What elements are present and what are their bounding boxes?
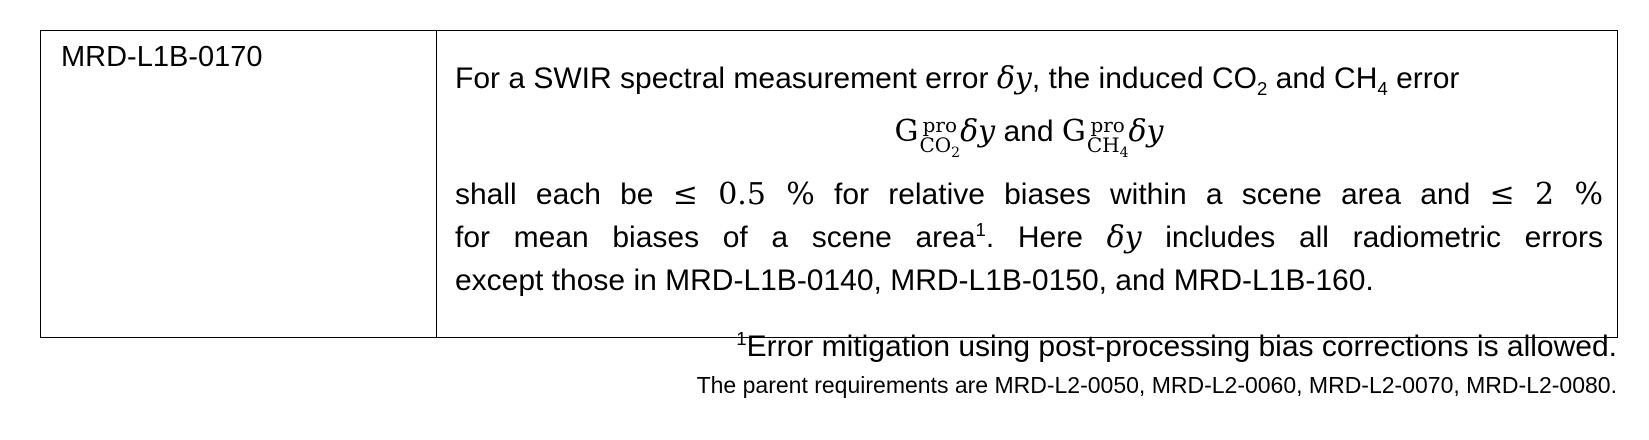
- text-segment: , the induced CO: [1031, 62, 1257, 95]
- text-segment: shall each be: [455, 178, 673, 212]
- footnote-marker: 1: [736, 328, 747, 349]
- text-segment: and: [995, 115, 1062, 148]
- requirement-text-cell: For a SWIR spectral measurement error δy…: [437, 31, 1617, 337]
- parent-requirements-note: The parent requirements are MRD-L2-0050,…: [696, 372, 1617, 398]
- text-segment: . Here: [985, 221, 1107, 255]
- subscript: 2: [1256, 78, 1268, 99]
- superscript: pro: [922, 113, 957, 138]
- delta-y-symbol: δy: [1106, 220, 1142, 256]
- requirement-line-4: for mean biases of a scene area1. Here δ…: [455, 216, 1603, 259]
- requirement-line-3: shall each be ≤ 0.5 % for relative biase…: [455, 173, 1603, 216]
- requirement-table: MRD-L1B-0170 For a SWIR spectral measure…: [40, 30, 1618, 338]
- text-segment: includes all radiometric errors: [1141, 221, 1604, 255]
- text-segment: for mean biases of a scene area: [455, 221, 976, 255]
- subscript: 4: [1377, 78, 1388, 99]
- delta-y-symbol: δy: [1128, 114, 1164, 149]
- text-segment: and CH: [1267, 62, 1378, 95]
- text-segment: for relative biases within a scene area …: [814, 178, 1490, 212]
- delta-y-symbol: δy: [996, 61, 1032, 96]
- text-segment: For a SWIR spectral measurement error: [455, 62, 997, 95]
- gain-scripts: pro CO2: [919, 113, 960, 160]
- requirement-id: MRD-L1B-0170: [61, 41, 263, 73]
- species-label: CO: [919, 133, 952, 158]
- species-index: 2: [951, 145, 961, 162]
- gain-symbol: G: [1061, 114, 1086, 149]
- footnote-text: Error mitigation using post-processing b…: [746, 330, 1617, 363]
- requirement-line-5: except those in MRD-L1B-0140, MRD-L1B-01…: [455, 264, 1374, 298]
- footnote-marker: 1: [975, 219, 986, 241]
- requirement-line-1: For a SWIR spectral measurement error δy…: [455, 57, 1603, 100]
- subscript: CH4: [1086, 133, 1129, 160]
- requirement-id-cell: MRD-L1B-0170: [41, 31, 437, 337]
- delta-y-symbol: δy: [960, 114, 996, 149]
- text-segment: error: [1387, 62, 1460, 95]
- superscript: pro: [1090, 113, 1125, 138]
- gain-symbol: G: [894, 114, 919, 149]
- threshold: ≤ 0.5 %: [672, 177, 815, 213]
- subscript: CO2: [919, 133, 960, 160]
- footnote: 1Error mitigation using post-processing …: [736, 328, 1617, 364]
- species-index: 4: [1119, 145, 1129, 162]
- threshold: ≤ 2 %: [1489, 177, 1603, 213]
- gain-scripts: pro CH4: [1086, 113, 1129, 160]
- species-label: CH: [1086, 133, 1120, 158]
